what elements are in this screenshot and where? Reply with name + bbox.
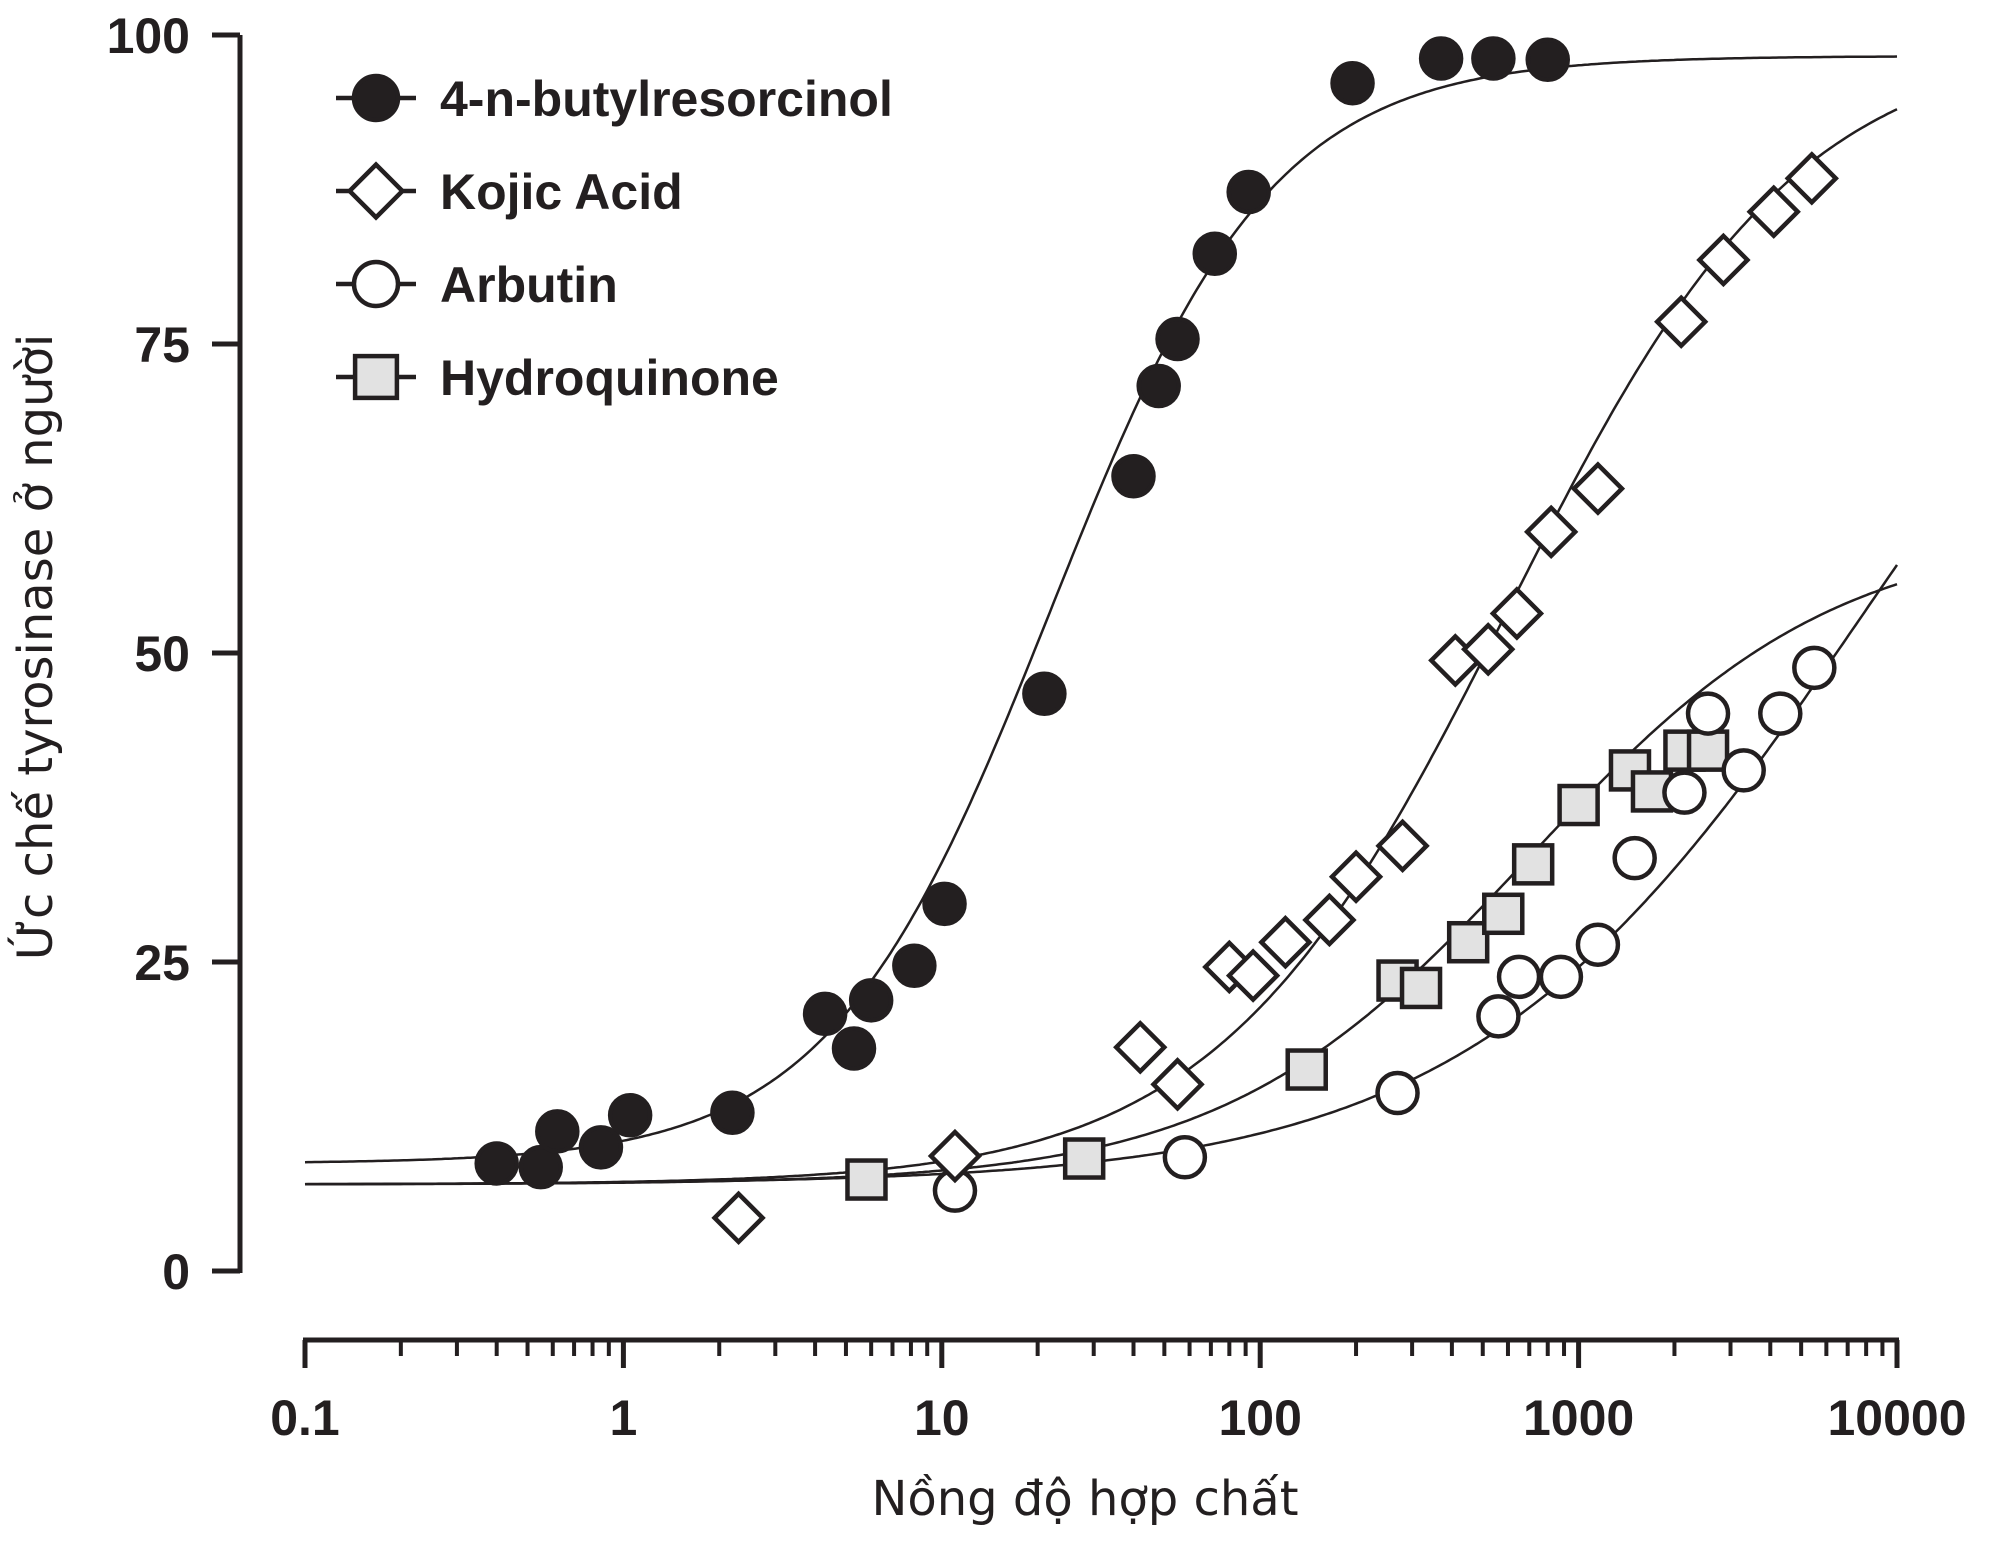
x-tick-label: 100 bbox=[1218, 1390, 1301, 1446]
data-point-4-n-butylresorcinol bbox=[892, 943, 937, 988]
y-tick-label: 50 bbox=[134, 626, 190, 682]
legend-marker bbox=[351, 73, 401, 123]
data-point-kojic-acid bbox=[1460, 622, 1516, 677]
axes: 0 25 50 75 100 0.1 1 10 100 1000 10000 bbox=[107, 8, 1967, 1446]
data-point-kojic-acid bbox=[1328, 849, 1384, 904]
legend-item-hydroquinone: Hydroquinone bbox=[336, 350, 779, 406]
data-point-kojic-acid bbox=[711, 1190, 766, 1246]
data-point-arbutin bbox=[1792, 645, 1837, 691]
series-hydroquinone bbox=[845, 729, 1730, 1201]
y-tick-label: 100 bbox=[107, 8, 190, 64]
legend-marker bbox=[352, 353, 400, 401]
data-point-kojic-acid bbox=[1150, 1057, 1205, 1112]
data-point-4-n-butylresorcinol bbox=[802, 991, 848, 1037]
data-point-arbutin bbox=[1375, 1070, 1420, 1116]
data-point-kojic-acid bbox=[1746, 184, 1801, 239]
data-point-kojic-acid bbox=[1784, 151, 1839, 206]
data-point-hydroquinone bbox=[1511, 843, 1555, 886]
data-point-4-n-butylresorcinol bbox=[1471, 36, 1516, 81]
legend-label: 4-n-butylresorcinol bbox=[440, 71, 893, 127]
data-point-arbutin bbox=[1575, 922, 1621, 967]
data-point-arbutin bbox=[1496, 954, 1542, 1000]
data-point-arbutin bbox=[1685, 691, 1731, 736]
data-point-kojic-acid bbox=[1225, 948, 1281, 1003]
data-point-4-n-butylresorcinol bbox=[848, 978, 894, 1023]
x-tick-label: 1 bbox=[609, 1390, 637, 1446]
legend-label: Arbutin bbox=[440, 257, 618, 313]
legend-marker bbox=[351, 259, 401, 309]
data-point-arbutin bbox=[1721, 748, 1766, 793]
data-point-4-n-butylresorcinol bbox=[1525, 37, 1570, 82]
x-tick-label: 10 bbox=[914, 1390, 970, 1446]
y-tick-label: 0 bbox=[162, 1244, 190, 1300]
data-point-kojic-acid bbox=[1375, 818, 1430, 873]
data-point-hydroquinone bbox=[845, 1158, 888, 1201]
data-point-kojic-acid bbox=[1523, 504, 1579, 560]
data-point-4-n-butylresorcinol bbox=[607, 1093, 653, 1138]
y-axis-title: Ức chế tyrosinase ở người bbox=[7, 334, 64, 960]
fit-curve-hydroquinone bbox=[304, 583, 1898, 1186]
legend-marker bbox=[346, 161, 406, 221]
data-point-kojic-acid bbox=[1258, 915, 1313, 970]
data-point-4-n-butylresorcinol bbox=[1226, 169, 1271, 215]
data-point-arbutin bbox=[1538, 954, 1584, 1000]
data-point-arbutin bbox=[1612, 835, 1657, 881]
series-kojic-acid bbox=[711, 151, 1839, 1246]
x-tick-label: 10000 bbox=[1827, 1390, 1966, 1446]
data-point-4-n-butylresorcinol bbox=[1418, 36, 1464, 81]
data-point-hydroquinone bbox=[1062, 1137, 1106, 1180]
series-arbutin bbox=[932, 645, 1837, 1213]
data-point-4-n-butylresorcinol bbox=[710, 1090, 755, 1136]
legend-item-4-n-butylresorcinol: 4-n-butylresorcinol bbox=[336, 71, 893, 127]
y-tick-label: 25 bbox=[134, 935, 190, 991]
data-point-4-n-butylresorcinol bbox=[1155, 316, 1200, 362]
fitted-curves bbox=[304, 55, 1899, 1186]
data-point-4-n-butylresorcinol bbox=[1192, 231, 1238, 277]
x-tick-label: 1000 bbox=[1523, 1390, 1634, 1446]
data-point-arbutin bbox=[1662, 770, 1707, 815]
legend: 4-n-butylresorcinol Kojic Acid Arbutin Hydr… bbox=[336, 71, 893, 406]
data-point-hydroquinone bbox=[1557, 783, 1600, 827]
data-point-4-n-butylresorcinol bbox=[1330, 60, 1375, 106]
data-point-hydroquinone bbox=[1630, 770, 1674, 813]
data-point-4-n-butylresorcinol bbox=[578, 1125, 624, 1170]
legend-item-kojic-acid: Kojic Acid bbox=[336, 161, 683, 221]
fit-curve-arbutin bbox=[304, 564, 1899, 1186]
data-point-4-n-butylresorcinol bbox=[922, 881, 967, 927]
x-tick-label: 0.1 bbox=[270, 1390, 340, 1446]
data-point-arbutin bbox=[1476, 994, 1521, 1039]
data-point-arbutin bbox=[1758, 691, 1803, 736]
data-points bbox=[474, 36, 1839, 1246]
data-point-arbutin bbox=[1162, 1135, 1208, 1180]
legend-item-arbutin: Arbutin bbox=[336, 257, 618, 313]
fit-curve-4-n-butylresorcinol bbox=[304, 55, 1898, 1164]
data-point-hydroquinone bbox=[1399, 966, 1443, 1010]
data-point-4-n-butylresorcinol bbox=[1111, 454, 1156, 499]
data-point-kojic-acid bbox=[1654, 294, 1709, 349]
data-point-4-n-butylresorcinol bbox=[831, 1026, 877, 1071]
data-point-hydroquinone bbox=[1446, 920, 1490, 964]
data-point-kojic-acid bbox=[1696, 232, 1751, 288]
x-axis-title: Nồng độ hợp chất bbox=[871, 1471, 1298, 1527]
data-point-hydroquinone bbox=[1686, 729, 1730, 772]
data-point-4-n-butylresorcinol bbox=[1136, 363, 1181, 409]
legend-label: Hydroquinone bbox=[440, 350, 779, 406]
data-point-4-n-butylresorcinol bbox=[518, 1144, 563, 1190]
data-point-kojic-acid bbox=[927, 1128, 983, 1184]
data-point-4-n-butylresorcinol bbox=[1022, 671, 1067, 717]
data-point-kojic-acid bbox=[1570, 461, 1626, 516]
data-point-kojic-acid bbox=[1302, 892, 1357, 948]
data-point-kojic-acid bbox=[1489, 586, 1545, 641]
data-point-hydroquinone bbox=[1285, 1048, 1328, 1091]
y-tick-label: 75 bbox=[134, 317, 190, 373]
data-point-hydroquinone bbox=[1482, 892, 1525, 936]
data-point-4-n-butylresorcinol bbox=[474, 1141, 519, 1186]
data-point-4-n-butylresorcinol bbox=[535, 1109, 580, 1154]
legend-label: Kojic Acid bbox=[440, 164, 683, 220]
series-4-n-butylresorcinol bbox=[474, 36, 1570, 1190]
data-point-kojic-acid bbox=[1113, 1020, 1168, 1075]
